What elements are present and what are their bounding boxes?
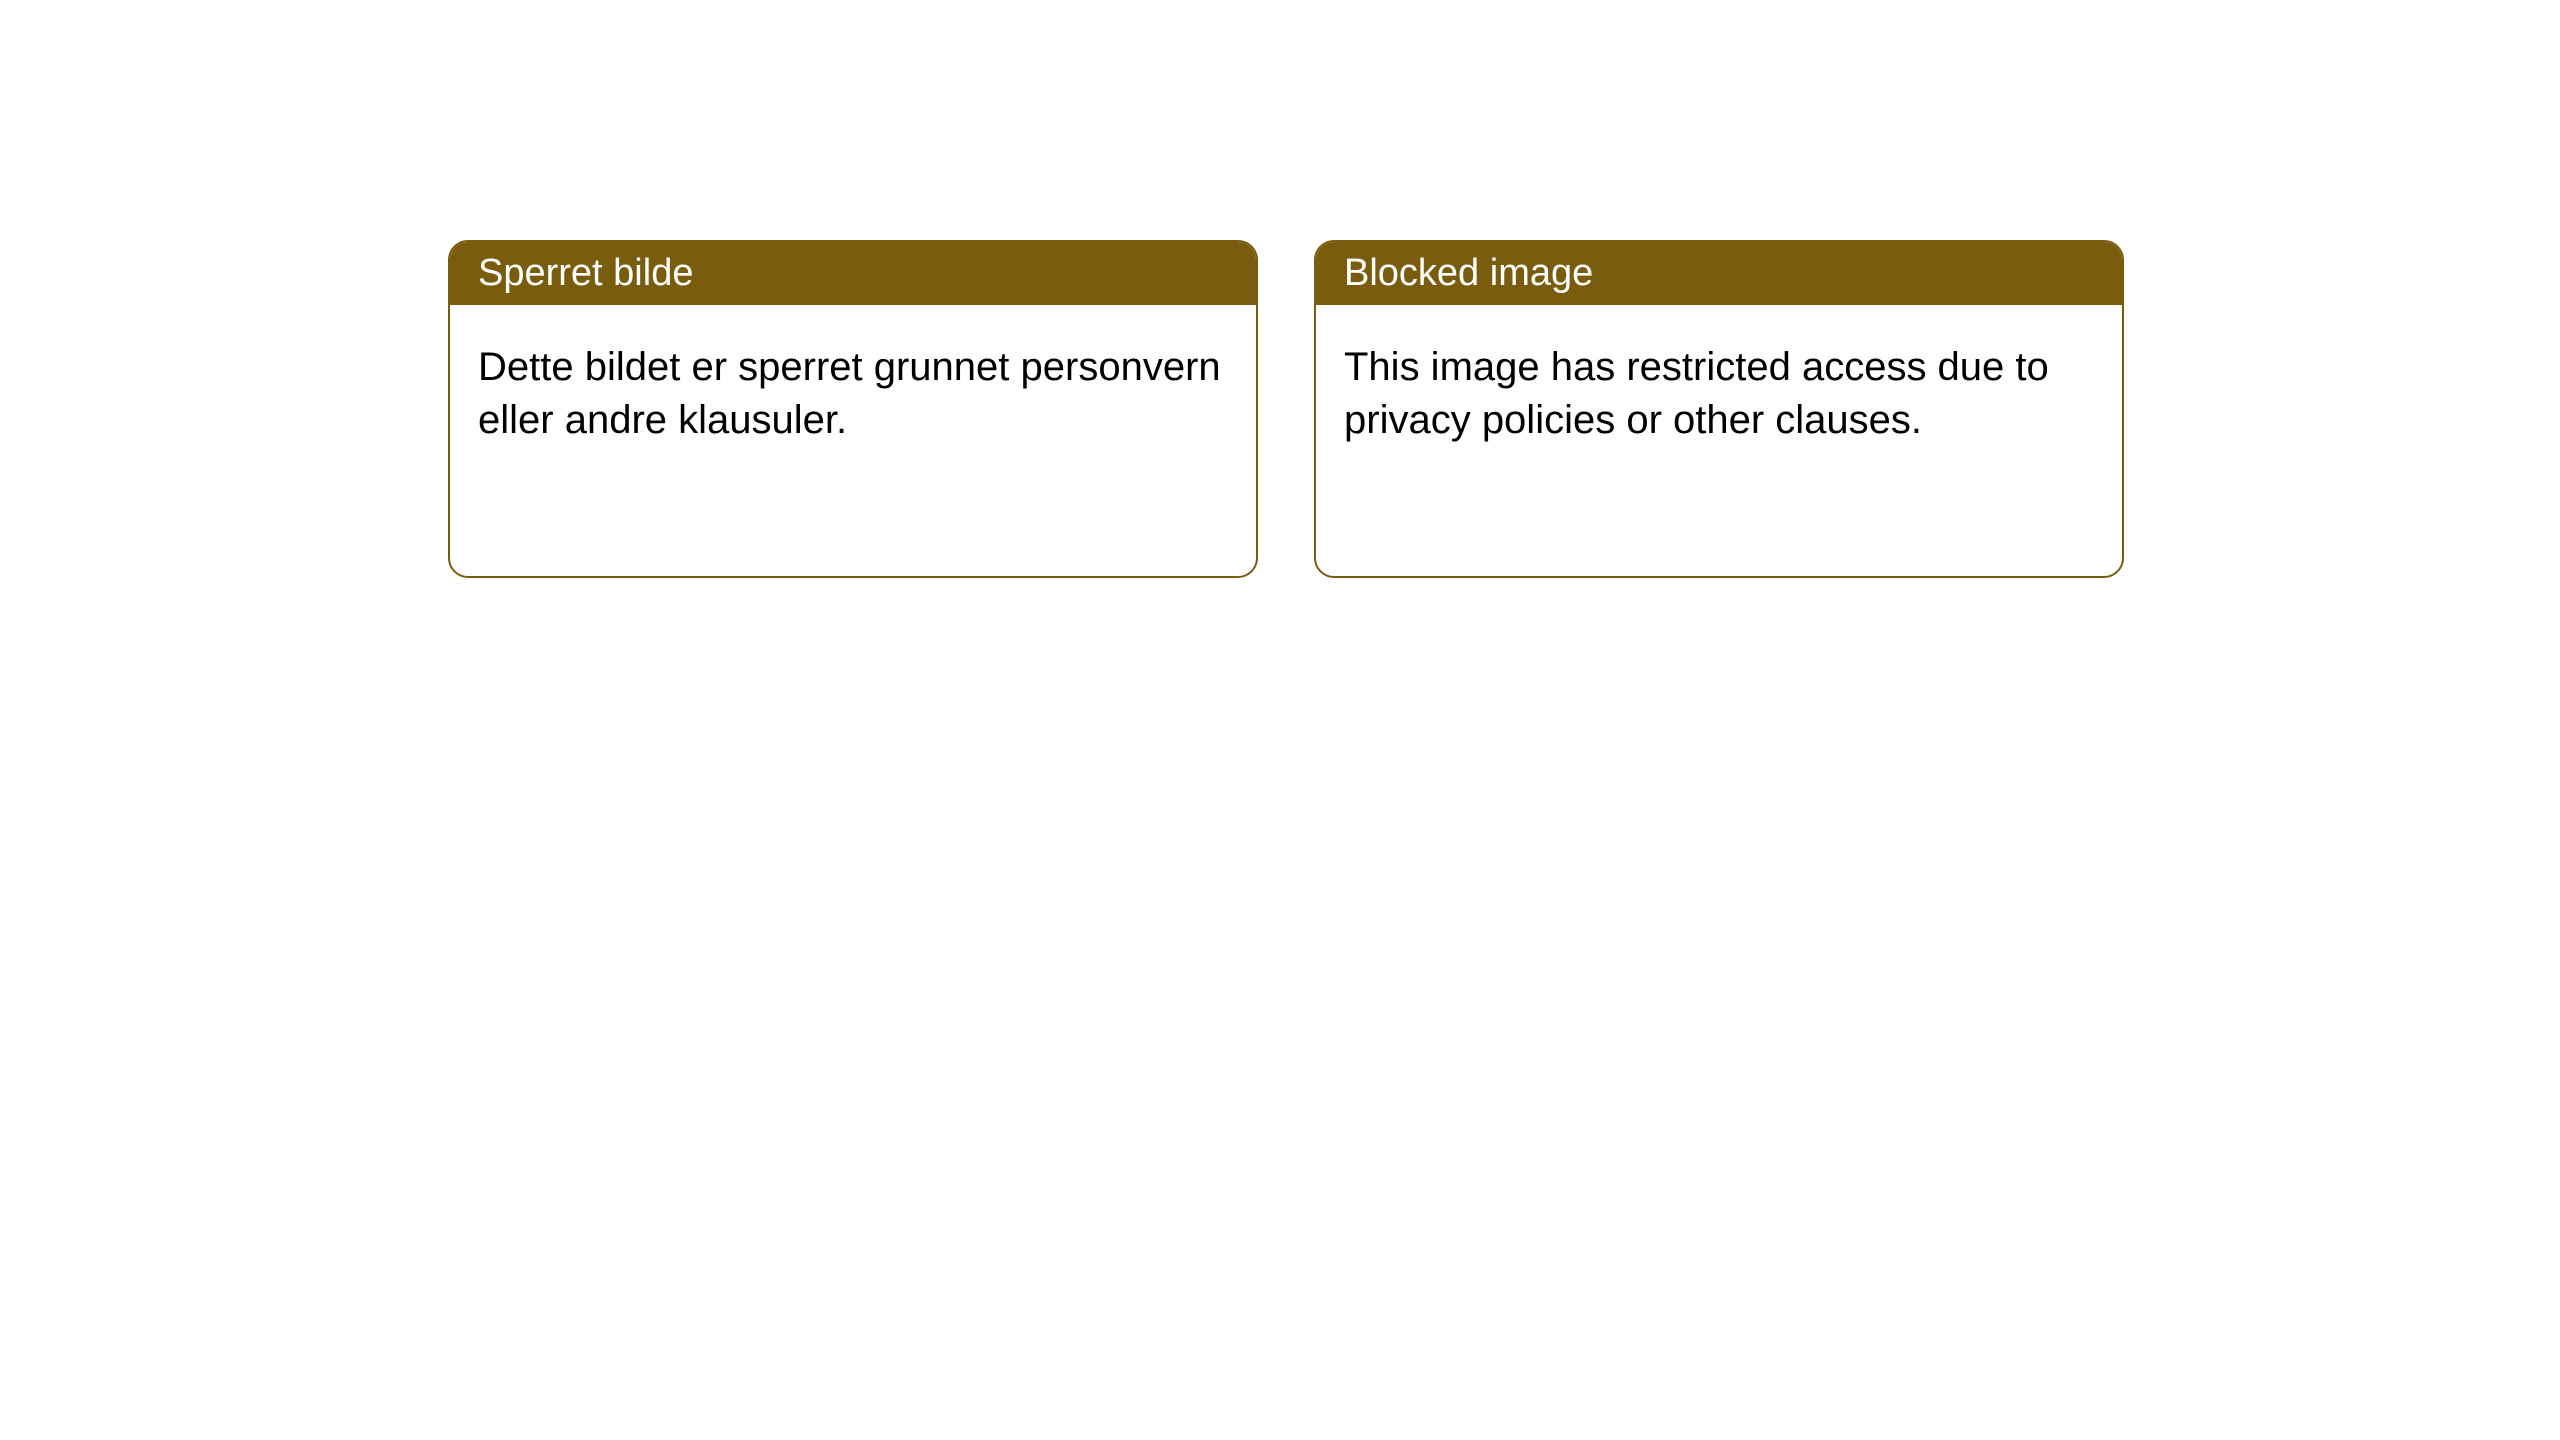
card-title: Blocked image — [1344, 252, 1593, 294]
card-header: Blocked image — [1316, 242, 2122, 305]
notice-card-english: Blocked image This image has restricted … — [1314, 240, 2124, 578]
cards-container: Sperret bilde Dette bildet er sperret gr… — [0, 0, 2560, 578]
card-body: Dette bildet er sperret grunnet personve… — [450, 305, 1256, 483]
card-title: Sperret bilde — [478, 252, 693, 294]
card-body-text: Dette bildet er sperret grunnet personve… — [478, 345, 1221, 442]
notice-card-norwegian: Sperret bilde Dette bildet er sperret gr… — [448, 240, 1258, 578]
card-header: Sperret bilde — [450, 242, 1256, 305]
card-body: This image has restricted access due to … — [1316, 305, 2122, 483]
card-body-text: This image has restricted access due to … — [1344, 345, 2049, 442]
